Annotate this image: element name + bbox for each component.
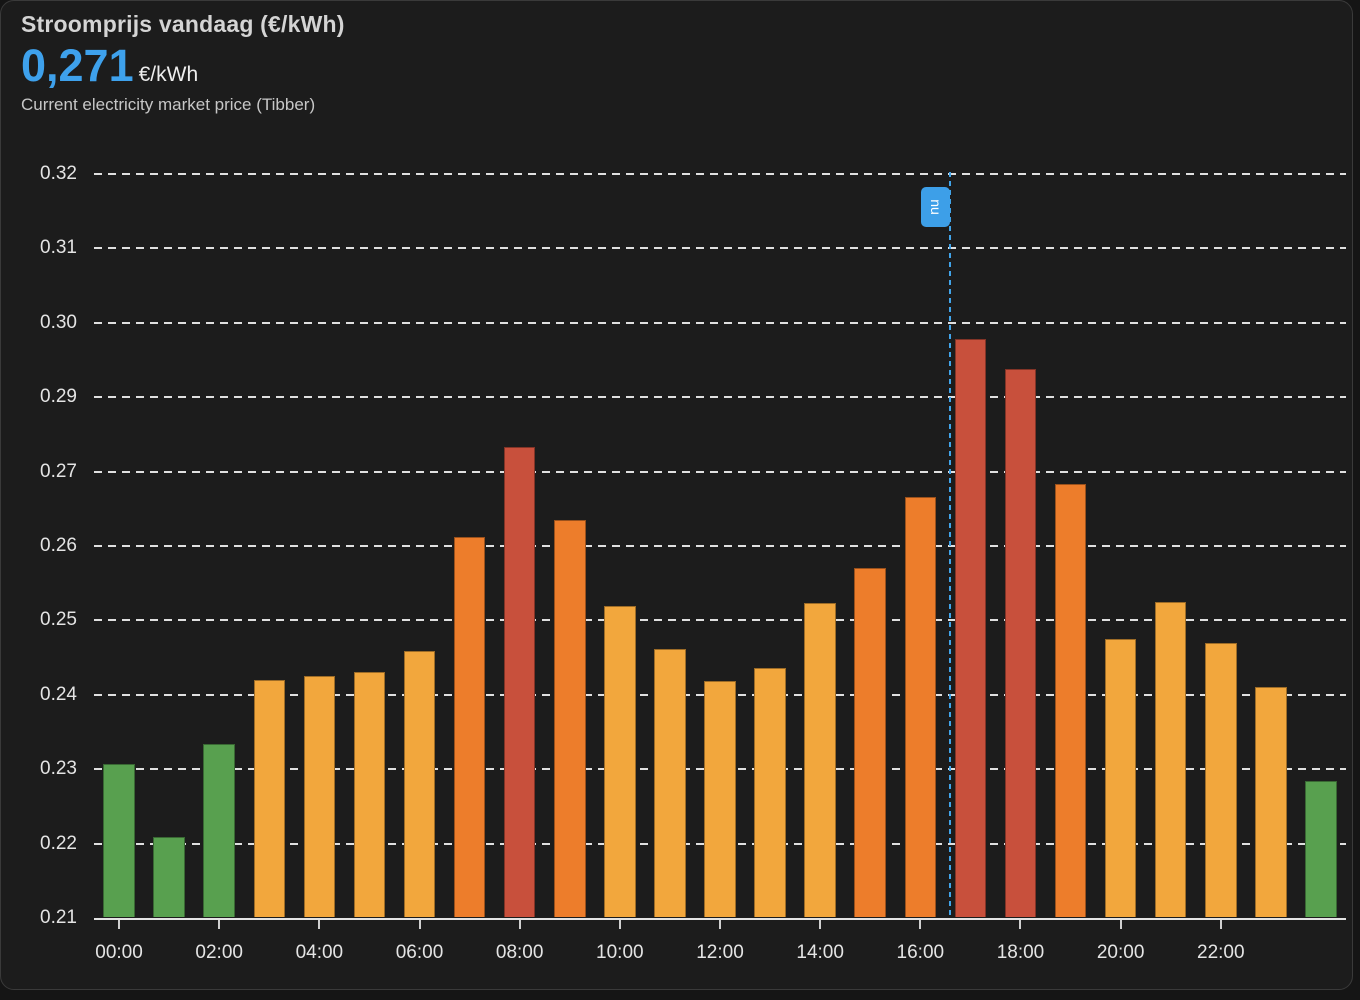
x-axis-tick [118, 920, 121, 929]
y-gridline [94, 396, 1346, 399]
x-axis-tick [819, 920, 822, 929]
x-axis-tick [719, 920, 721, 929]
price-bar[interactable] [153, 836, 185, 917]
x-axis-label: 02:00 [195, 942, 243, 963]
price-bar[interactable] [1004, 369, 1037, 917]
price-bar[interactable] [1205, 643, 1237, 917]
x-axis-label: 04:00 [295, 942, 344, 963]
price-bar[interactable] [1054, 484, 1087, 917]
price-bar[interactable] [704, 680, 736, 917]
price-bar[interactable] [904, 496, 937, 917]
current-price-row: 0,271 €/kWh [21, 43, 345, 89]
x-axis-tick [518, 920, 521, 929]
price-bar[interactable] [754, 667, 786, 917]
x-axis-label: 20:00 [1096, 942, 1145, 963]
price-bar[interactable] [353, 671, 386, 917]
price-bar[interactable] [954, 339, 987, 917]
y-axis-label: 0.21 [40, 907, 77, 928]
x-axis-tick [218, 920, 221, 929]
price-bar[interactable] [253, 679, 286, 917]
y-gridline [94, 247, 1346, 250]
x-axis-label: 08:00 [495, 942, 544, 963]
card-title: Stroomprijs vandaag (€/kWh) [21, 11, 345, 37]
x-axis-label: 12:00 [696, 942, 744, 963]
y-gridline [94, 321, 1346, 324]
x-axis-tick [418, 920, 421, 929]
price-bar[interactable] [453, 537, 486, 917]
y-axis-label: 0.24 [40, 683, 77, 705]
x-axis-tick [318, 920, 321, 929]
y-axis-label: 0.31 [40, 237, 77, 259]
x-axis-label: 06:00 [395, 942, 444, 963]
y-axis-label: 0.27 [40, 460, 77, 482]
card-subtitle: Current electricity market price (Tibber… [21, 95, 316, 114]
price-bar[interactable] [804, 603, 836, 917]
x-axis-label: 22:00 [1197, 942, 1245, 963]
card-header: Stroomprijs vandaag (€/kWh) 0,271 €/kWh … [21, 11, 345, 115]
price-bar[interactable] [303, 675, 336, 917]
y-axis-label: 0.30 [40, 311, 77, 333]
y-axis-label: 0.25 [40, 609, 77, 631]
y-axis-label: 0.23 [40, 758, 77, 780]
y-axis-label: 0.29 [40, 386, 77, 408]
price-bar[interactable] [1305, 781, 1337, 917]
x-axis-line [94, 917, 1346, 920]
x-axis-label: 16:00 [896, 942, 945, 963]
x-axis-tick [1219, 920, 1222, 929]
now-badge-label: nu [927, 199, 944, 215]
price-bar[interactable] [403, 650, 436, 917]
x-axis-label: 14:00 [796, 942, 844, 963]
current-price-value: 0,271 [21, 40, 134, 91]
now-badge: nu [921, 187, 951, 227]
x-axis-tick [1119, 920, 1122, 929]
x-axis-tick [618, 920, 621, 929]
x-axis-label: 00:00 [95, 942, 143, 963]
price-bar[interactable] [854, 567, 886, 917]
price-bar[interactable] [604, 605, 636, 917]
y-gridline [94, 470, 1346, 473]
y-gridline [94, 545, 1346, 547]
x-axis-tick [1019, 920, 1022, 929]
price-bar[interactable] [203, 744, 235, 917]
price-bar[interactable] [654, 649, 686, 917]
price-bar[interactable] [554, 520, 586, 917]
price-bar[interactable] [503, 446, 536, 917]
price-bar[interactable] [1154, 602, 1187, 917]
y-gridline [94, 173, 1346, 175]
x-axis-label: 10:00 [596, 942, 644, 963]
y-axis-label: 0.32 [40, 163, 77, 184]
price-bar[interactable] [1104, 639, 1137, 917]
x-axis-label: 18:00 [996, 942, 1045, 963]
x-axis-tick [919, 920, 922, 929]
price-bar[interactable] [103, 764, 135, 917]
price-bar[interactable] [1255, 687, 1287, 917]
y-gridline [94, 619, 1346, 622]
current-price-unit: €/kWh [138, 63, 199, 86]
y-axis-label: 0.26 [40, 535, 77, 556]
y-axis-label: 0.22 [40, 832, 77, 854]
now-line [949, 172, 952, 918]
